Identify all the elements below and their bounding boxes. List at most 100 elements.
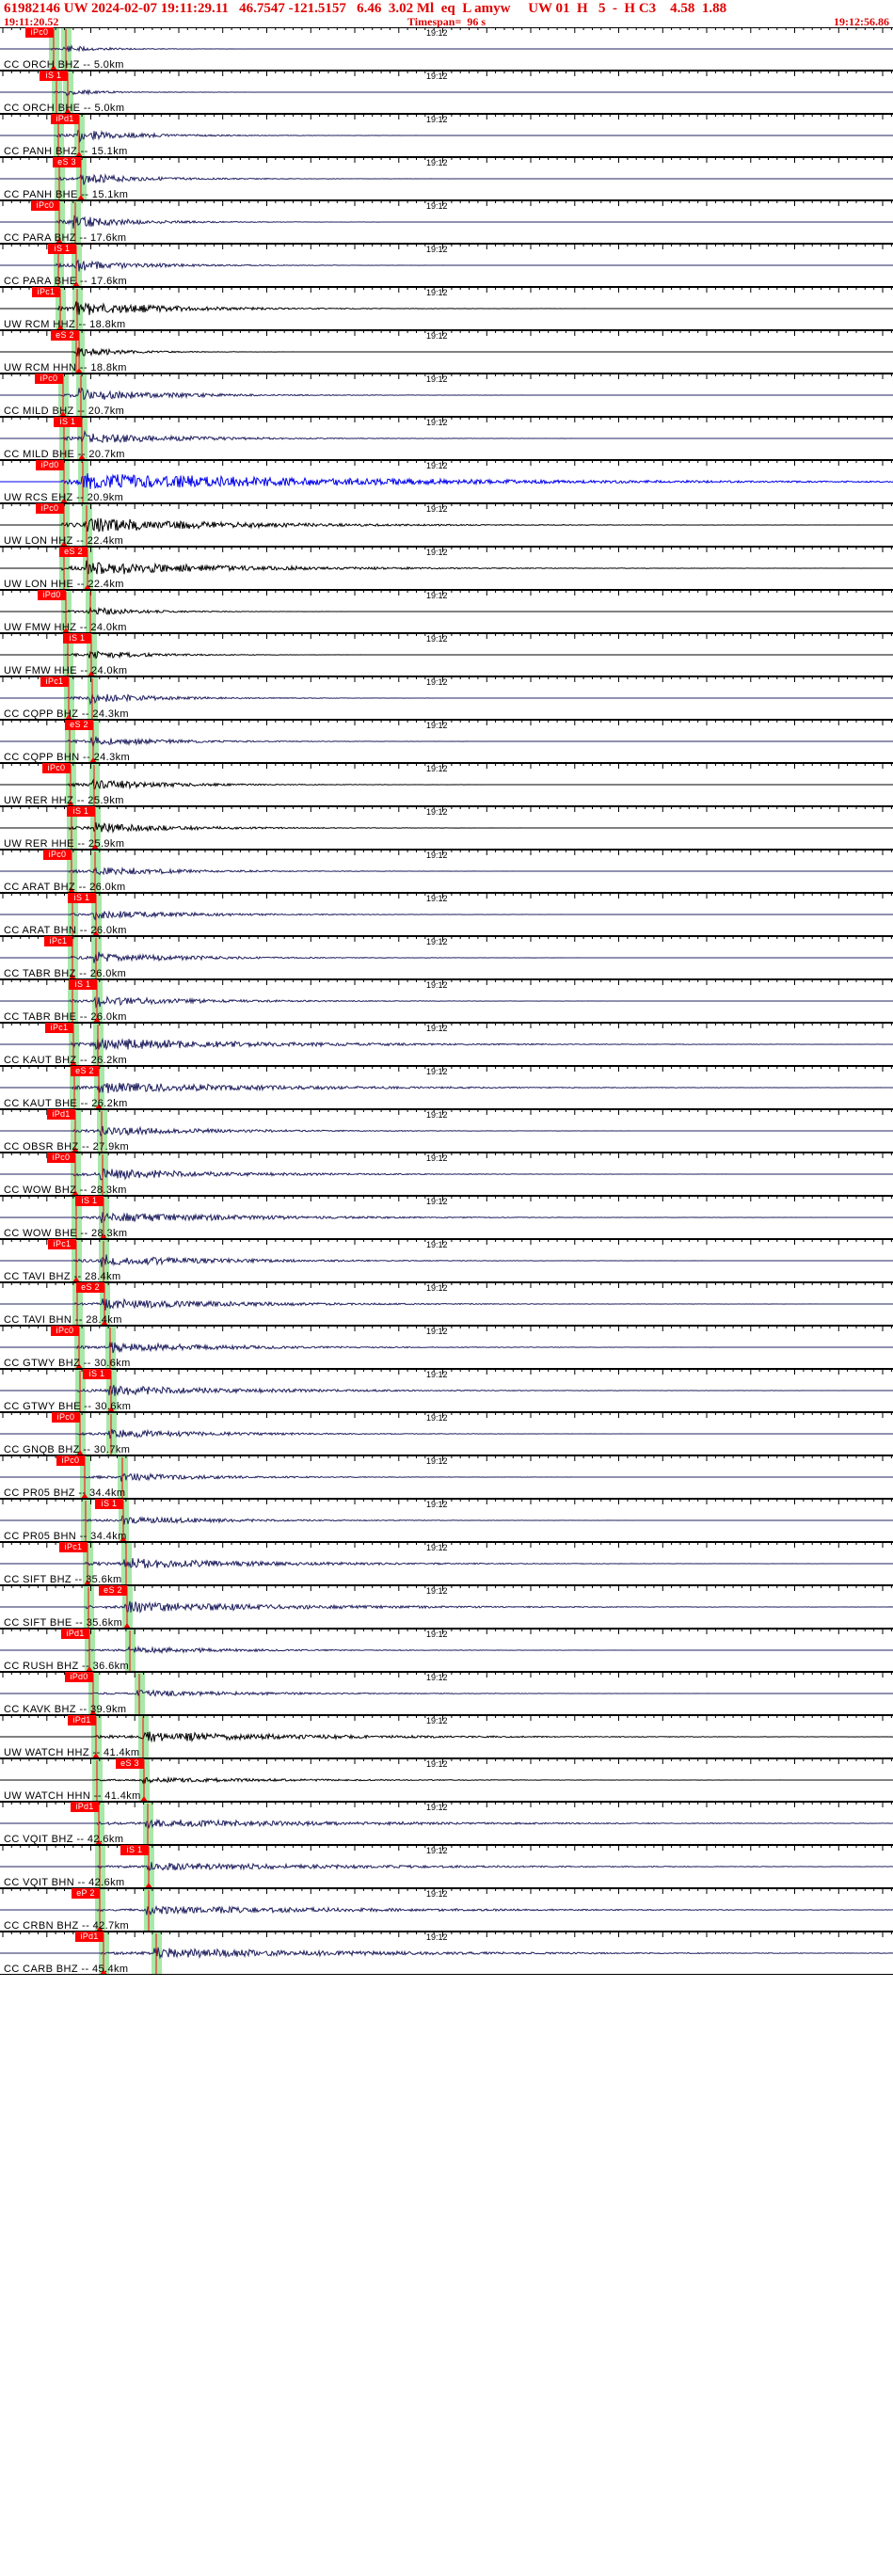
phase-pick-label[interactable]: eS 2: [76, 1282, 104, 1293]
waveform-path: [0, 129, 893, 143]
trace-row[interactable]: iS 1 19:12 CC PARA BHE -- 17.6km: [0, 244, 893, 287]
trace-row[interactable]: iS 1 19:12 CC MILD BHE -- 20.7km: [0, 417, 893, 460]
trace-row[interactable]: iPd1 19:12 CC VQIT BHZ -- 42.6km: [0, 1802, 893, 1845]
phase-pick-label[interactable]: iPd1: [68, 1715, 96, 1725]
trace-row[interactable]: eS 2 19:12 CC TAVI BHN -- 28.4km: [0, 1282, 893, 1326]
phase-pick-label[interactable]: iS 1: [40, 71, 68, 81]
trace-row[interactable]: iS 1 19:12 CC GTWY BHE -- 30.6km: [0, 1369, 893, 1412]
phase-pick-label[interactable]: iPc0: [25, 27, 54, 38]
trace-row[interactable]: iPd0 19:12 UW FMW HHZ -- 24.0km: [0, 590, 893, 633]
trace-row[interactable]: iPd0 19:12 CC KAVK BHZ -- 39.9km: [0, 1672, 893, 1715]
phase-pick-label[interactable]: iPc0: [42, 763, 71, 773]
waveform-canvas: [0, 330, 893, 373]
trace-row[interactable]: iPd1 19:12 CC CARB BHZ -- 45.4km: [0, 1932, 893, 1975]
trace-row[interactable]: iPc0 19:12 UW LON HHZ -- 22.4km: [0, 503, 893, 547]
phase-pick-label[interactable]: eS 2: [99, 1585, 127, 1596]
waveform-path: [0, 173, 893, 185]
phase-pick-label[interactable]: iS 1: [63, 633, 91, 644]
phase-pick-label[interactable]: iS 1: [75, 1196, 104, 1206]
phase-pick-label[interactable]: iPd0: [36, 460, 64, 470]
waveform-path: [0, 650, 893, 660]
trace-row[interactable]: iPc1 19:12 UW RCM HHZ -- 18.8km: [0, 287, 893, 330]
phase-pick-label[interactable]: iPc0: [56, 1455, 85, 1466]
phase-pick-label[interactable]: iPc1: [44, 936, 72, 946]
phase-pick-label[interactable]: iPc1: [40, 676, 69, 687]
trace-row[interactable]: iPc0 19:12 CC MILD BHZ -- 20.7km: [0, 374, 893, 417]
phase-pick-label[interactable]: iS 1: [48, 244, 76, 254]
trace-row[interactable]: iS 1 19:12 CC VQIT BHN -- 42.6km: [0, 1845, 893, 1888]
trace-row[interactable]: eS 2 19:12 UW LON HHE -- 22.4km: [0, 547, 893, 590]
trace-row[interactable]: iPc0 19:12 CC PARA BHZ -- 17.6km: [0, 200, 893, 244]
trace-row[interactable]: eS 2 19:12 CC CQPP BHN -- 24.3km: [0, 720, 893, 763]
phase-pick-label[interactable]: eS 2: [59, 547, 88, 557]
trace-row[interactable]: iPc1 19:12 CC SIFT BHZ -- 35.6km: [0, 1542, 893, 1585]
trace-row[interactable]: iS 1 19:12 CC ARAT BHN -- 26.0km: [0, 893, 893, 936]
time-axis-ticks: [2, 1672, 892, 1678]
phase-pick-label[interactable]: iPd0: [65, 1672, 93, 1682]
phase-pick-label[interactable]: iS 1: [67, 806, 95, 817]
trace-row[interactable]: iPc0 19:12 CC WOW BHZ -- 28.3km: [0, 1153, 893, 1196]
phase-pick-label[interactable]: eS 3: [53, 157, 81, 167]
trace-row[interactable]: iS 1 19:12 CC PR05 BHN -- 34.4km: [0, 1499, 893, 1542]
trace-row[interactable]: iPc0 19:12 CC PR05 BHZ -- 34.4km: [0, 1455, 893, 1499]
trace-row[interactable]: iPc0 19:12 UW RER HHZ -- 25.9km: [0, 763, 893, 806]
trace-row[interactable]: eP 2 19:12 CC CRBN BHZ -- 42.7km: [0, 1888, 893, 1932]
phase-pick-label[interactable]: iPd1: [51, 114, 79, 124]
phase-pick-label[interactable]: iS 1: [83, 1369, 111, 1379]
phase-pick-label[interactable]: eS 2: [51, 330, 79, 341]
trace-row[interactable]: iPd1 19:12 CC PANH BHZ -- 15.1km: [0, 114, 893, 157]
trace-row[interactable]: iPc0 19:12 CC GTWY BHZ -- 30.6km: [0, 1326, 893, 1369]
trace-row[interactable]: eS 2 19:12 CC KAUT BHE -- 26.2km: [0, 1066, 893, 1109]
trace-row[interactable]: iS 1 19:12 CC TABR BHE -- 26.0km: [0, 979, 893, 1023]
trace-row[interactable]: iPc0 19:12 CC ARAT BHZ -- 26.0km: [0, 850, 893, 893]
phase-pick-label[interactable]: eS 2: [71, 1066, 99, 1076]
trace-row[interactable]: iPd1 19:12 UW WATCH HHZ -- 41.4km: [0, 1715, 893, 1758]
trace-row[interactable]: iS 1 19:12 UW FMW HHE -- 24.0km: [0, 633, 893, 676]
trace-row[interactable]: iPc1 19:12 CC CQPP BHZ -- 24.3km: [0, 676, 893, 720]
trace-row[interactable]: eS 3 19:12 CC PANH BHE -- 15.1km: [0, 157, 893, 200]
trace-row[interactable]: iPd0 19:12 UW RCS EHZ -- 20.9km: [0, 460, 893, 503]
time-axis-ticks: [2, 1542, 892, 1548]
phase-pick-label[interactable]: iPc0: [36, 503, 64, 514]
phase-pick-label[interactable]: iS 1: [69, 979, 97, 990]
pick-marker-triangle: [69, 974, 76, 978]
phase-pick-label[interactable]: iPc0: [43, 850, 72, 860]
phase-pick-label[interactable]: iPc1: [32, 287, 60, 297]
waveform-path: [0, 822, 893, 834]
phase-pick-label[interactable]: eP 2: [72, 1888, 100, 1899]
phase-pick-label[interactable]: iS 1: [54, 417, 82, 427]
phase-pick-label[interactable]: iPc0: [35, 374, 63, 384]
phase-pick-label[interactable]: iPc1: [45, 1023, 73, 1033]
phase-pick-label[interactable]: iPd1: [75, 1932, 104, 1942]
trace-row[interactable]: iPd1 19:12 CC OBSR BHZ -- 27.9km: [0, 1109, 893, 1153]
trace-row[interactable]: iS 1 19:12 CC ORCH BHE -- 5.0km: [0, 71, 893, 114]
trace-row[interactable]: iPd1 19:12 CC RUSH BHZ -- 36.6km: [0, 1629, 893, 1672]
phase-pick-label[interactable]: eS 3: [116, 1758, 144, 1769]
trace-row[interactable]: iPc1 19:12 CC KAUT BHZ -- 26.2km: [0, 1023, 893, 1066]
pick-marker-triangle: [89, 1709, 97, 1714]
phase-pick-label[interactable]: iPd1: [47, 1109, 75, 1120]
channel-label: CC PR05 BHN -- 34.4km: [4, 1531, 127, 1542]
trace-row[interactable]: iPc0 19:12 CC ORCH BHZ -- 5.0km: [0, 27, 893, 71]
trace-row[interactable]: iS 1 19:12 CC WOW BHE -- 28.3km: [0, 1196, 893, 1239]
trace-row[interactable]: eS 3 19:12 UW WATCH HHN -- 41.4km: [0, 1758, 893, 1802]
trace-row[interactable]: iPc1 19:12 CC TAVI BHZ -- 28.4km: [0, 1239, 893, 1282]
trace-row[interactable]: eS 2 19:12 CC SIFT BHE -- 35.6km: [0, 1585, 893, 1629]
phase-pick-label[interactable]: iPc1: [59, 1542, 88, 1552]
trace-row[interactable]: eS 2 19:12 UW RCM HHN -- 18.8km: [0, 330, 893, 374]
phase-pick-label[interactable]: iPd0: [38, 590, 66, 600]
phase-pick-label[interactable]: iPd1: [71, 1802, 99, 1812]
phase-pick-label[interactable]: iPd1: [61, 1629, 89, 1639]
phase-pick-label[interactable]: iPc0: [52, 1412, 80, 1423]
phase-pick-label[interactable]: iPc0: [51, 1326, 79, 1336]
trace-row[interactable]: iS 1 19:12 UW RER HHE -- 25.9km: [0, 806, 893, 850]
phase-pick-label[interactable]: iPc1: [48, 1239, 76, 1249]
phase-pick-label[interactable]: iS 1: [120, 1845, 149, 1855]
trace-row[interactable]: iPc1 19:12 CC TABR BHZ -- 26.0km: [0, 936, 893, 979]
trace-row[interactable]: iPc0 19:12 CC GNQB BHZ -- 30.7km: [0, 1412, 893, 1455]
phase-pick-label[interactable]: iPc0: [47, 1153, 75, 1163]
phase-pick-label[interactable]: iS 1: [68, 893, 96, 903]
phase-pick-label[interactable]: iPc0: [31, 200, 59, 211]
phase-pick-label[interactable]: eS 2: [65, 720, 93, 730]
phase-pick-label[interactable]: iS 1: [95, 1499, 123, 1509]
